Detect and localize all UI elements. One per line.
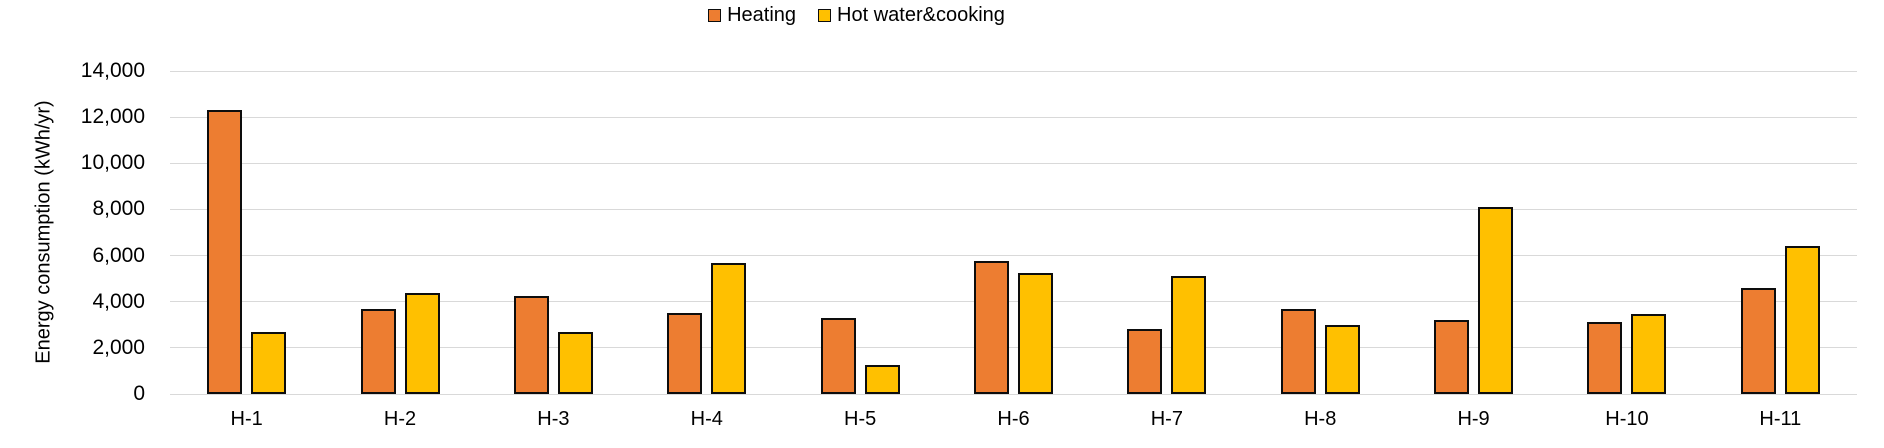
heating-bar-h-8 xyxy=(1280,308,1316,394)
heating-bar-h-9 xyxy=(1434,320,1470,394)
gridline xyxy=(170,162,1857,164)
y-axis-tick-label: 10,000 xyxy=(80,151,145,175)
x-axis-label: H-3 xyxy=(537,408,570,430)
x-axis-label: H-5 xyxy=(844,408,877,430)
gridline xyxy=(170,347,1857,349)
legend-item-heating: Heating xyxy=(708,3,796,27)
x-axis-label: H-1 xyxy=(230,408,263,430)
x-axis-label: H-9 xyxy=(1457,408,1490,430)
heating-bar-h-7 xyxy=(1127,329,1163,394)
hot-water-cooking-bar-h-10 xyxy=(1631,314,1667,394)
hot-water-cooking-bar-h-3 xyxy=(557,331,593,394)
hot-water-cooking-bar-h-5 xyxy=(864,365,900,394)
y-axis-tick-label: 8,000 xyxy=(92,197,145,221)
gridline xyxy=(170,301,1857,303)
legend-label-heating: Heating xyxy=(727,4,797,26)
legend-label-hot-water-cooking: Hot water&cooking xyxy=(837,4,1005,26)
y-axis-tick-label: 14,000 xyxy=(80,59,145,82)
x-axis-label: H-10 xyxy=(1605,408,1649,430)
heating-bar-h-1 xyxy=(207,110,243,394)
hot-water-cooking-bar-h-2 xyxy=(404,292,440,394)
heating-swatch-icon xyxy=(708,8,722,22)
heating-bar-h-6 xyxy=(974,261,1009,394)
x-axis-label: H-8 xyxy=(1304,408,1337,430)
hot-water-cooking-bar-h-8 xyxy=(1324,324,1360,394)
y-axis-title: Energy consumption (kWh/yr) xyxy=(32,100,55,364)
heating-bar-h-3 xyxy=(513,295,549,394)
x-axis-label: H-7 xyxy=(1150,408,1183,430)
heating-bar-h-5 xyxy=(820,317,856,394)
x-axis-label: H-6 xyxy=(997,408,1030,430)
chart-legend: Heating Hot water&cooking xyxy=(0,3,1713,27)
heating-bar-h-11 xyxy=(1740,287,1776,394)
x-axis-label: H-4 xyxy=(690,408,723,430)
x-axis-label: H-11 xyxy=(1759,408,1802,430)
gridline xyxy=(170,208,1857,210)
gridline xyxy=(170,116,1857,118)
y-axis-tick-label: 0 xyxy=(133,382,145,405)
gridline xyxy=(170,255,1857,257)
hot-water-cooking-bar-h-6 xyxy=(1018,272,1053,394)
plot-area xyxy=(170,70,1857,395)
y-axis-tick-label: 12,000 xyxy=(80,105,145,129)
y-axis-tick-label: 6,000 xyxy=(92,243,145,267)
hot-water-cooking-bar-h-4 xyxy=(711,262,747,394)
hot-water-cooking-bar-h-1 xyxy=(251,331,287,394)
hot-water-cooking-bar-h-7 xyxy=(1171,276,1207,394)
heating-bar-h-10 xyxy=(1587,322,1623,394)
gridline xyxy=(170,70,1857,72)
hot-water-cooking-bar-h-9 xyxy=(1478,207,1514,394)
y-axis-tick-label: 2,000 xyxy=(92,335,145,359)
x-axis-label: H-2 xyxy=(383,408,417,430)
gridline xyxy=(170,393,1857,395)
hot-water-cooking-bar-h-11 xyxy=(1784,246,1820,394)
hot-water-cooking-swatch-icon xyxy=(818,8,832,22)
heating-bar-h-2 xyxy=(360,308,396,394)
y-axis-tick-label: 4,000 xyxy=(92,289,145,313)
heating-bar-h-4 xyxy=(667,313,703,394)
legend-item-hot-water-cooking: Hot water&cooking xyxy=(818,3,1005,27)
